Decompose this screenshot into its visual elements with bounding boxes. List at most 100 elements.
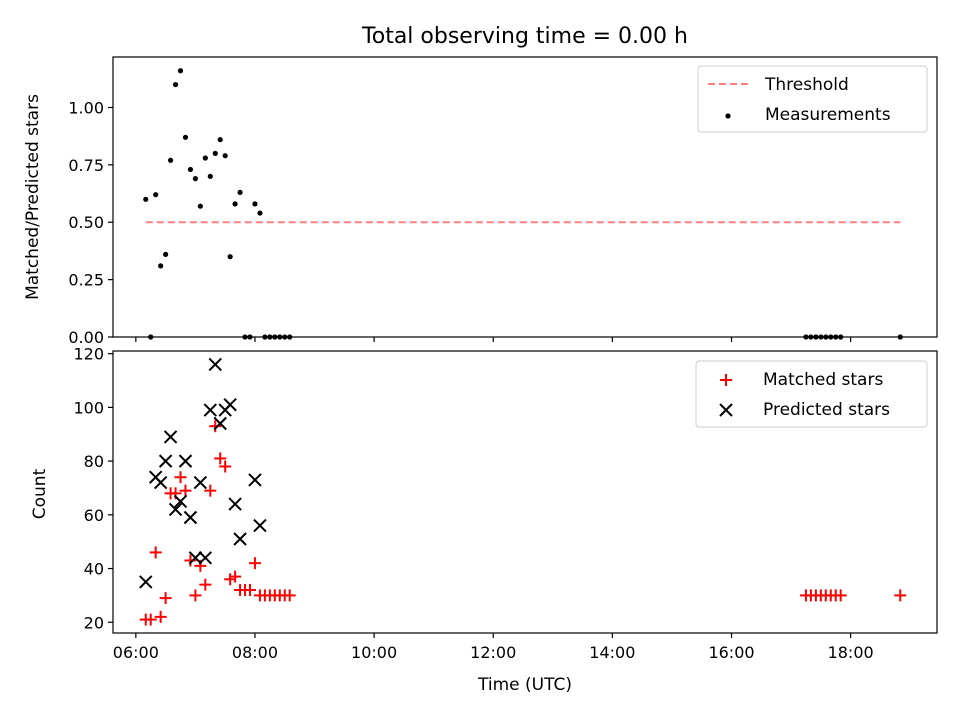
bottom-y-tick-label: 60 <box>84 506 104 525</box>
x-tick-label: 10:00 <box>351 643 397 662</box>
predicted-star-point <box>198 551 213 565</box>
predicted-star-point <box>228 497 242 511</box>
measurement-point <box>217 137 223 143</box>
top-legend-box <box>697 65 928 133</box>
top-y-tick-label: 0.00 <box>68 328 104 347</box>
measurement-point <box>143 196 149 202</box>
predicted-star-point <box>139 575 153 589</box>
measurement-point <box>163 251 169 257</box>
predicted-star-point <box>178 454 193 468</box>
predicted-star-point <box>193 475 208 490</box>
matched-star-point <box>219 460 232 473</box>
predicted-star-point <box>163 430 178 444</box>
x-tick-label: 14:00 <box>589 643 635 662</box>
matched-star-point <box>894 589 907 602</box>
matched-star-point <box>244 584 257 597</box>
matched-star-point <box>159 592 172 605</box>
bottom-axes-frame <box>112 350 938 634</box>
legend-measurements-swatch <box>725 113 731 119</box>
measurement-point <box>167 157 174 163</box>
bottom-y-tick-label: 40 <box>84 560 104 579</box>
predicted-star-point <box>153 475 168 490</box>
bottom-x-ticks: 06:00 08:00 10:00 12:00 14:00 16:00 18:00 <box>113 633 874 662</box>
measurement-point <box>158 263 164 269</box>
measurement-point <box>232 201 238 207</box>
legend-threshold-label: Threshold <box>764 75 849 95</box>
matched-star-point <box>179 484 192 497</box>
matched-star-point <box>149 546 162 559</box>
legend-matched-label: Matched stars <box>763 370 883 390</box>
count-points <box>139 357 907 626</box>
legend-measurements-label: Measurements <box>765 105 891 125</box>
predicted-star-point <box>183 510 198 525</box>
measurement-point <box>187 166 194 173</box>
matched-star-point <box>283 589 296 602</box>
legend-predicted-swatch <box>719 403 733 417</box>
predicted-star-point <box>203 403 217 417</box>
figure-title: Total observing time = 0.00 h <box>361 24 688 49</box>
legend-predicted-label: Predicted stars <box>763 400 890 420</box>
top-y-tick-label: 1.00 <box>68 98 104 117</box>
predicted-star-point <box>213 416 227 431</box>
predicted-star-point <box>173 494 188 509</box>
measurement-point <box>207 173 213 179</box>
predicted-star-point <box>168 502 183 517</box>
x-axis-label: Time (UTC) <box>477 675 572 695</box>
measurement-point <box>212 150 218 156</box>
bottom-axes: 20 40 60 80 100 120 06:00 08:00 10:00 12:00 14:00… <box>30 345 938 695</box>
bottom-legend-box <box>695 360 928 428</box>
top-y-tick-label: 0.50 <box>68 213 104 232</box>
matched-star-point <box>144 613 157 626</box>
bottom-y-axis-label: Count <box>30 468 50 519</box>
matched-star-point <box>248 557 261 570</box>
predicted-star-point <box>248 473 262 487</box>
matched-star-point <box>229 570 242 583</box>
top-axes-frame <box>112 56 938 338</box>
measurement-point <box>197 203 203 209</box>
measurement-point <box>237 189 243 196</box>
matched-star-point <box>199 578 212 591</box>
matched-star-point <box>174 471 187 484</box>
x-tick-label: 16:00 <box>708 643 754 662</box>
measurement-point <box>202 155 208 161</box>
matched-star-point <box>189 589 202 602</box>
x-tick-label: 12:00 <box>470 643 516 662</box>
top-x-ticks <box>135 337 852 342</box>
matched-star-point <box>184 554 197 567</box>
matched-star-point <box>209 420 222 433</box>
measurement-point <box>153 192 159 198</box>
top-legend: Threshold Measurements <box>697 65 928 133</box>
top-axes: 0.00 0.25 0.50 0.75 1.00 Matched/Predicted s… <box>23 56 938 347</box>
matched-star-point <box>214 452 227 465</box>
bottom-legend: Matched stars Predicted stars <box>695 360 928 428</box>
top-y-axis-label: Matched/Predicted stars <box>23 94 43 300</box>
top-y-ticks: 0.00 0.25 0.50 0.75 1.00 <box>68 98 113 347</box>
matched-star-point <box>204 484 217 497</box>
measurement-point <box>227 254 233 260</box>
predicted-star-point <box>208 357 222 372</box>
bottom-y-tick-label: 80 <box>84 452 104 471</box>
x-tick-label: 06:00 <box>113 643 159 662</box>
bottom-y-tick-label: 20 <box>84 613 104 632</box>
predicted-star-point <box>233 532 247 546</box>
x-tick-label: 18:00 <box>828 643 874 662</box>
predicted-star-point <box>253 518 267 533</box>
predicted-star-point <box>223 398 237 412</box>
measurement-point <box>257 210 263 216</box>
predicted-star-point <box>158 454 173 468</box>
x-tick-label: 08:00 <box>232 643 278 662</box>
bottom-y-tick-label: 120 <box>73 345 104 364</box>
measurement-point <box>252 201 258 207</box>
matched-star-point <box>834 589 847 602</box>
measurement-point <box>192 176 198 182</box>
legend-matched-swatch <box>720 374 732 386</box>
top-y-tick-label: 0.75 <box>68 156 104 175</box>
predicted-star-point <box>188 551 203 565</box>
measurement-point <box>222 153 228 159</box>
top-y-tick-label: 0.25 <box>68 271 104 290</box>
matched-star-point <box>154 610 167 623</box>
measurements-points <box>143 68 903 340</box>
measurement-point <box>172 81 179 88</box>
bottom-y-tick-label: 100 <box>73 398 104 417</box>
